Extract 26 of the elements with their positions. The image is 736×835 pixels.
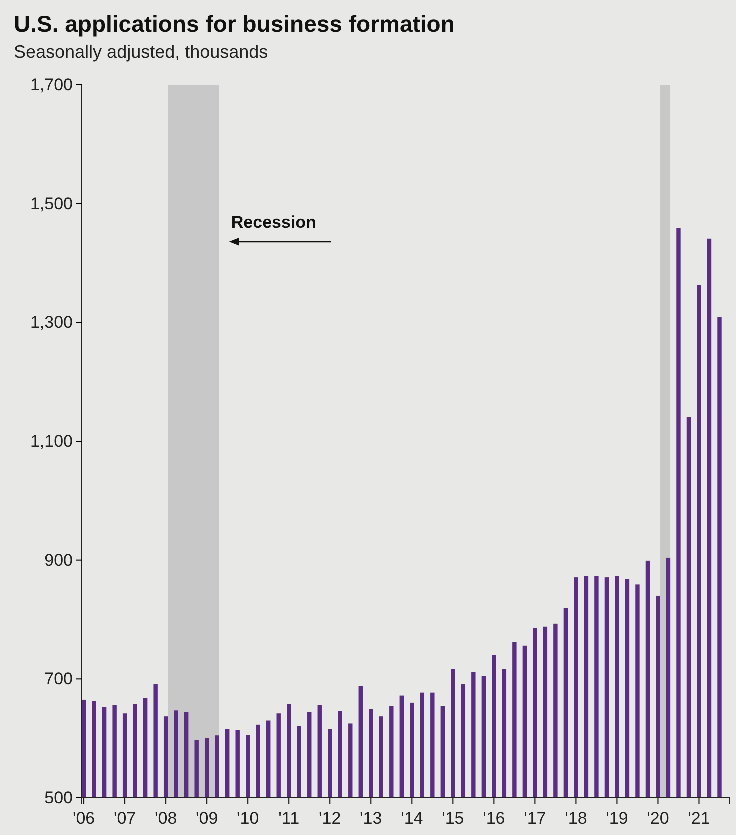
x-tick-label: '07: [114, 809, 136, 828]
x-tick-label: '21: [688, 809, 710, 828]
x-tick-label: '12: [319, 809, 342, 828]
x-tick-label: '08: [155, 809, 178, 828]
y-tick-label: 900: [44, 550, 73, 570]
y-tick-label: 1,700: [30, 75, 73, 94]
x-tick-label: '10: [237, 809, 260, 828]
x-tick-label: '14: [401, 809, 424, 828]
annotation: Recession: [231, 212, 316, 232]
y-tick-label: 1,300: [30, 313, 73, 332]
x-tick-label: '11: [278, 809, 300, 828]
x-tick-label: '16: [483, 809, 506, 828]
y-tick-label: 700: [44, 670, 73, 689]
x-tick-label: '15: [442, 809, 464, 828]
x-tick-label: '06: [72, 809, 96, 828]
x-tick-label: '13: [360, 809, 382, 828]
y-tick-label: 1,100: [30, 432, 73, 451]
x-tick-label: '17: [524, 809, 546, 828]
chart-title: U.S. applications for business formation: [14, 11, 455, 37]
y-tick-label: 500: [44, 788, 73, 808]
x-tick-label: '20: [647, 809, 670, 828]
x-tick-label: '09: [196, 809, 218, 828]
y-tick-label: 1,500: [30, 194, 73, 214]
x-tick-label: '19: [606, 809, 628, 828]
x-tick-label: '18: [565, 809, 588, 828]
chart-subtitle: Seasonally adjusted, thousands: [14, 42, 268, 62]
